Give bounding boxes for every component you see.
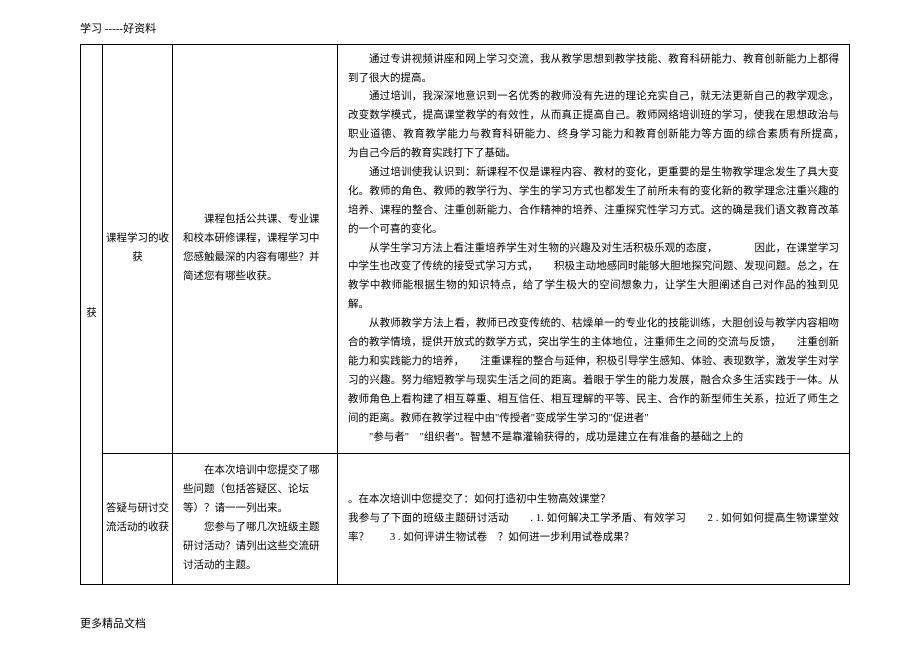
category-cell: 获	[81, 44, 103, 584]
content-para: 通过培训，我深深地意识到一名优秀的教师没有先进的理论充实自己，就无法更新自己的教…	[348, 88, 839, 164]
row-title-cell: 答疑与研讨交流活动的收获	[103, 454, 173, 584]
page-footer: 更多精品文档	[80, 615, 850, 634]
table-row: 获 课程学习的收获 课程包括公共课、专业课和校本研修课程，课程学习中您感触最深的…	[81, 44, 850, 454]
content-para: 。在本次培训中您提交了：如何打造初中生物高效课堂？	[348, 491, 839, 510]
content-cell: 通过专讲视频讲座和网上学习交流，我从教学思想到教学技能、教育科研能力、教育创新能…	[338, 44, 850, 454]
row-title-cell: 课程学习的收获	[103, 44, 173, 454]
table-row: 答疑与研讨交流活动的收获 在本次培训中您提交了哪些问题（包括答疑区、论坛等）？请…	[81, 454, 850, 584]
content-para: 从教师教学方法上看，教师已改变传统的、枯燥单一的专业化的技能训练，大胆创设与教学…	[348, 315, 839, 428]
prompt-para: 在本次培训中您提交了哪些问题（包括答疑区、论坛等）？请一一列出来。	[183, 462, 327, 519]
prompt-para: 您参与了哪几次班级主题研讨活动？请列出这些交流研讨活动的主题。	[183, 519, 327, 576]
content-para: 我参与了下面的班级主题研讨活动 . 1. 如何解决工学矛盾、有效学习 2 . 如…	[348, 510, 839, 548]
page-header: 学习 -----好资料	[80, 20, 850, 39]
content-para: 通过专讲视频讲座和网上学习交流，我从教学思想到教学技能、教育科研能力、教育创新能…	[348, 51, 839, 89]
content-para: 从学生学习方法上看注重培养学生对生物的兴趣及对生活积极乐观的态度， 因此，在课堂…	[348, 240, 839, 316]
content-cell: 。在本次培训中您提交了：如何打造初中生物高效课堂？ 我参与了下面的班级主题研讨活…	[338, 454, 850, 584]
content-para: "参与者" "组织者"。智慧不是靠灌输获得的，成功是建立在有准备的基础之上的	[348, 429, 839, 448]
prompt-cell: 课程包括公共课、专业课和校本研修课程，课程学习中您感触最深的内容有哪些？并简述您…	[173, 44, 338, 454]
content-table: 获 课程学习的收获 课程包括公共课、专业课和校本研修课程，课程学习中您感触最深的…	[80, 44, 850, 585]
content-para: 通过培训使我认识到：新课程不仅是课程内容、教材的变化，更重要的是生物教学理念发生…	[348, 164, 839, 240]
prompt-cell: 在本次培训中您提交了哪些问题（包括答疑区、论坛等）？请一一列出来。 您参与了哪几…	[173, 454, 338, 584]
